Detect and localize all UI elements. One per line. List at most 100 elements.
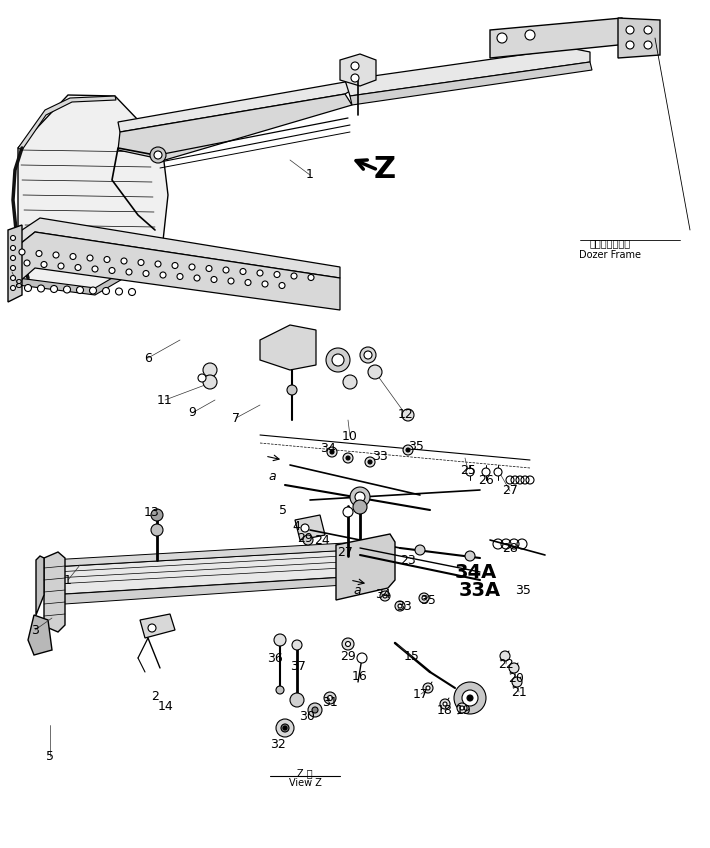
Circle shape: [274, 634, 286, 646]
Circle shape: [326, 348, 350, 372]
Circle shape: [312, 707, 318, 713]
Polygon shape: [50, 541, 388, 567]
Circle shape: [206, 265, 212, 271]
Text: 15: 15: [404, 650, 420, 663]
Circle shape: [355, 492, 365, 502]
Circle shape: [11, 236, 16, 241]
Circle shape: [380, 591, 390, 601]
Circle shape: [126, 269, 132, 275]
Text: 31: 31: [322, 696, 338, 710]
Text: 14: 14: [158, 700, 174, 712]
Circle shape: [11, 276, 16, 281]
Text: 20: 20: [508, 672, 524, 684]
Text: 33: 33: [396, 600, 412, 613]
Text: 29: 29: [297, 533, 313, 545]
Text: Z: Z: [374, 155, 396, 185]
Text: 17: 17: [413, 688, 429, 700]
Polygon shape: [28, 615, 52, 655]
Polygon shape: [36, 556, 44, 615]
Circle shape: [353, 500, 367, 514]
Circle shape: [203, 375, 217, 389]
Circle shape: [245, 280, 251, 286]
Circle shape: [500, 651, 510, 661]
Circle shape: [346, 641, 351, 646]
Circle shape: [419, 593, 429, 603]
Polygon shape: [350, 62, 592, 105]
Circle shape: [301, 524, 309, 532]
Circle shape: [465, 551, 475, 561]
Polygon shape: [44, 552, 65, 632]
Circle shape: [398, 604, 402, 608]
Circle shape: [368, 460, 372, 464]
Circle shape: [351, 74, 359, 82]
Circle shape: [308, 275, 314, 281]
Circle shape: [211, 276, 217, 282]
Circle shape: [63, 286, 70, 293]
Text: 6: 6: [144, 352, 152, 365]
Text: 23: 23: [400, 554, 416, 566]
Circle shape: [357, 653, 367, 663]
Polygon shape: [345, 48, 590, 96]
Polygon shape: [295, 515, 325, 540]
Circle shape: [512, 677, 522, 687]
Circle shape: [365, 457, 375, 467]
Text: 8: 8: [14, 278, 22, 292]
Circle shape: [626, 26, 634, 34]
Polygon shape: [140, 614, 175, 638]
Circle shape: [281, 724, 289, 732]
Polygon shape: [336, 534, 395, 600]
Polygon shape: [10, 218, 340, 278]
Text: 34A: 34A: [455, 564, 497, 583]
Circle shape: [283, 726, 287, 730]
Circle shape: [203, 363, 217, 377]
Circle shape: [426, 686, 430, 690]
Text: 33: 33: [372, 449, 388, 462]
Text: 33A: 33A: [459, 581, 501, 600]
Circle shape: [189, 264, 195, 270]
Circle shape: [53, 252, 59, 258]
Circle shape: [342, 638, 354, 650]
Circle shape: [525, 30, 535, 40]
Circle shape: [129, 288, 136, 295]
Polygon shape: [118, 82, 355, 132]
Circle shape: [25, 284, 31, 292]
Text: 21: 21: [511, 685, 527, 699]
Text: 4: 4: [292, 521, 300, 533]
Text: 26: 26: [478, 475, 494, 488]
Polygon shape: [18, 95, 168, 290]
Circle shape: [330, 450, 334, 454]
Text: 29: 29: [340, 650, 356, 663]
Circle shape: [360, 347, 376, 363]
Circle shape: [257, 270, 263, 276]
Text: Dozer Frame: Dozer Frame: [579, 250, 641, 260]
Text: 27: 27: [337, 546, 353, 560]
Circle shape: [36, 250, 42, 256]
Text: 28: 28: [502, 542, 518, 555]
Circle shape: [194, 275, 200, 281]
Text: 32: 32: [270, 738, 286, 750]
Circle shape: [443, 702, 447, 706]
Text: 2: 2: [151, 689, 159, 702]
Text: 35: 35: [515, 583, 531, 596]
Text: 10: 10: [342, 429, 358, 443]
Circle shape: [151, 524, 163, 536]
Circle shape: [292, 640, 302, 650]
Circle shape: [223, 267, 229, 273]
Circle shape: [240, 269, 246, 275]
Circle shape: [116, 288, 123, 295]
Polygon shape: [50, 575, 388, 605]
Circle shape: [462, 690, 478, 706]
Circle shape: [274, 271, 280, 277]
Text: 5: 5: [46, 750, 54, 762]
Circle shape: [350, 487, 370, 507]
Circle shape: [11, 255, 16, 260]
Circle shape: [75, 265, 81, 271]
Polygon shape: [18, 96, 116, 150]
Circle shape: [406, 448, 410, 452]
Text: a: a: [353, 584, 361, 598]
Circle shape: [454, 682, 486, 714]
Text: 37: 37: [290, 660, 306, 672]
Circle shape: [19, 249, 25, 255]
Circle shape: [198, 374, 206, 382]
Polygon shape: [490, 18, 630, 58]
